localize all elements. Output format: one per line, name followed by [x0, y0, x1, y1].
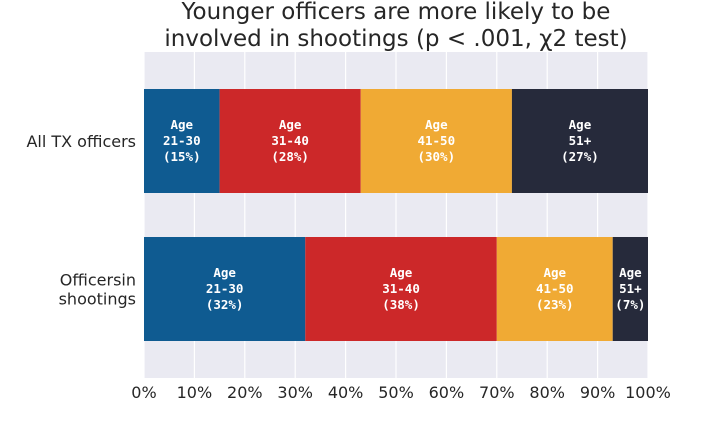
bar-segment — [612, 237, 648, 341]
segment-label: (38%) — [382, 297, 420, 312]
x-tick-label: 80% — [529, 383, 565, 402]
x-tick-label: 30% — [277, 383, 313, 402]
segment-label: Age — [279, 117, 302, 132]
bar-segment — [219, 89, 361, 193]
x-tick-labels: 0% 10% 20% 30% 40% 50% 60% 70% 80% 90% 100% — [131, 383, 671, 402]
chart-title-line-1: Younger officers are more likely to be — [181, 0, 611, 25]
segment-label: (7%) — [615, 297, 645, 312]
segment-label: Age — [213, 265, 236, 280]
chart-title-line-2: involved in shootings (p < .001, χ2 test… — [164, 26, 627, 52]
y-tick-label: All TX officers — [26, 132, 136, 151]
segment-label: Age — [543, 265, 566, 280]
segment-label: Age — [425, 117, 448, 132]
segment-label: 31-40 — [382, 281, 420, 296]
x-tick-label: 60% — [429, 383, 465, 402]
segment-label: 51+ — [619, 281, 642, 296]
segment-label: 21-30 — [163, 133, 201, 148]
x-tick-label: 0% — [131, 383, 156, 402]
bar-segment — [305, 237, 497, 341]
segment-label: Age — [171, 117, 194, 132]
segment-label: Age — [569, 117, 592, 132]
segment-label: (32%) — [206, 297, 244, 312]
segment-label: (27%) — [561, 149, 599, 164]
bar-segment — [360, 89, 512, 193]
segment-label: Age — [619, 265, 642, 280]
segment-label: (23%) — [536, 297, 574, 312]
segment-label: (30%) — [417, 149, 455, 164]
x-tick-label: 40% — [328, 383, 364, 402]
x-tick-label: 90% — [580, 383, 616, 402]
segment-label: (28%) — [271, 149, 309, 164]
segment-label: 21-30 — [206, 281, 244, 296]
bar-segment — [144, 89, 220, 193]
segment-label: 31-40 — [271, 133, 309, 148]
bar-segment — [496, 237, 613, 341]
bars — [144, 89, 648, 341]
segment-labels: Age21-30(15%)Age31-40(28%)Age41-50(30%)A… — [163, 117, 645, 312]
x-tick-label: 50% — [378, 383, 414, 402]
segment-label: 41-50 — [417, 133, 455, 148]
x-tick-label: 70% — [479, 383, 515, 402]
segment-label: 41-50 — [536, 281, 574, 296]
segment-label: (15%) — [163, 149, 201, 164]
bar-segment — [144, 237, 306, 341]
y-tick-label: Officersin — [60, 271, 136, 290]
x-tick-label: 100% — [625, 383, 671, 402]
segment-label: Age — [390, 265, 413, 280]
segment-label: 51+ — [569, 133, 592, 148]
y-tick-label: shootings — [59, 290, 136, 309]
x-tick-label: 10% — [177, 383, 213, 402]
x-tick-label: 20% — [227, 383, 263, 402]
bar-segment — [511, 89, 648, 193]
